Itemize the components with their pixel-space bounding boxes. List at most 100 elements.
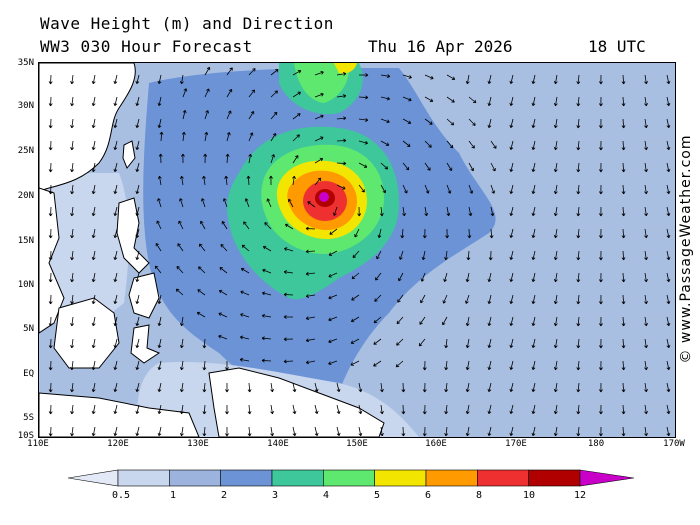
direction-arrow (424, 96, 434, 102)
direction-arrow (442, 316, 448, 326)
direction-arrow (91, 118, 96, 129)
calm-zone-west (39, 173, 129, 323)
direction-arrow (666, 360, 671, 371)
direction-arrow (553, 426, 558, 437)
colorbar-cell (374, 469, 427, 487)
direction-arrow (135, 426, 140, 437)
direction-arrow (358, 426, 363, 437)
direction-arrow (314, 157, 324, 164)
direction-arrow (357, 206, 362, 217)
direction-arrow (553, 74, 558, 85)
direction-arrow (91, 250, 96, 261)
direction-arrow (199, 243, 206, 252)
direction-arrow (487, 96, 492, 107)
direction-arrow (135, 228, 140, 239)
direction-arrow (621, 272, 626, 283)
direction-arrow (396, 316, 404, 325)
direction-arrow (445, 228, 450, 239)
direction-arrow (401, 426, 406, 437)
direction-arrow (490, 140, 497, 149)
direction-arrow (70, 272, 75, 283)
direction-arrow (336, 71, 347, 76)
direction-arrow (666, 294, 671, 305)
direction-arrow (424, 140, 432, 148)
direction-arrow (509, 316, 514, 327)
direction-arrow (292, 426, 297, 437)
direction-arrow (446, 184, 452, 194)
direction-arrow (576, 426, 581, 437)
direction-arrow (226, 110, 232, 120)
direction-arrow (91, 294, 96, 305)
direction-arrow (113, 316, 118, 327)
direction-arrow (292, 70, 302, 76)
direction-arrow (402, 96, 412, 102)
direction-arrow (225, 404, 229, 415)
direction-arrow (598, 382, 603, 393)
direction-arrow (350, 316, 360, 323)
direction-arrow (91, 140, 96, 151)
direction-arrow (284, 247, 294, 252)
land-borneo (53, 297, 120, 369)
direction-arrow (70, 74, 75, 85)
map-canvas (39, 63, 675, 437)
direction-arrow (70, 118, 75, 129)
direction-arrow (446, 162, 453, 172)
direction-arrow (377, 228, 382, 239)
direction-arrow (402, 140, 411, 147)
direction-arrow (218, 334, 228, 340)
direction-arrow (329, 228, 338, 235)
direction-arrow (420, 294, 426, 304)
direction-arrow (553, 338, 558, 349)
lat-label: EQ (23, 369, 34, 379)
direction-arrow (283, 292, 294, 297)
direction-arrow (380, 96, 391, 101)
direction-arrow (135, 118, 140, 129)
direction-arrow (113, 184, 118, 195)
colorbar-label: 12 (573, 490, 587, 501)
direction-arrow (157, 382, 162, 393)
direction-arrow (446, 206, 451, 217)
direction-arrow (379, 382, 384, 393)
direction-arrow (261, 358, 272, 363)
direction-arrow (220, 244, 228, 252)
direction-arrow (644, 74, 648, 85)
direction-arrow (314, 92, 324, 98)
direction-arrow (113, 74, 118, 85)
direction-arrow (509, 360, 514, 371)
direction-arrow (48, 316, 53, 327)
direction-arrow (380, 74, 391, 78)
colorbar-label: 4 (322, 490, 330, 501)
direction-arrow (422, 426, 427, 437)
direction-arrow (531, 228, 536, 239)
direction-arrow (178, 220, 184, 230)
direction-arrow (351, 294, 360, 301)
direction-arrow (531, 250, 536, 261)
direction-arrow (48, 228, 53, 239)
direction-arrow (248, 68, 256, 76)
direction-arrow (531, 162, 536, 173)
direction-arrow (487, 426, 492, 437)
colorbar-cell (323, 469, 375, 487)
direction-arrow (113, 382, 118, 393)
direction-arrow (135, 294, 140, 305)
direction-arrow (487, 294, 492, 305)
direction-arrow (424, 118, 433, 125)
direction-arrow (239, 335, 250, 340)
direction-arrow (283, 315, 294, 319)
direction-arrow (397, 294, 404, 303)
direction-arrow (644, 250, 648, 261)
direction-arrow (202, 404, 207, 415)
direction-arrow (509, 140, 514, 151)
direction-arrow (621, 140, 626, 151)
direction-arrow (666, 250, 671, 261)
direction-arrow (553, 360, 558, 371)
colorbar-cell (477, 469, 529, 487)
land-indonesia-south (39, 392, 200, 437)
direction-arrow (261, 313, 272, 318)
direction-arrow (48, 140, 53, 151)
direction-arrow (328, 272, 338, 278)
lon-label: 130E (187, 439, 209, 449)
direction-arrow (135, 250, 140, 261)
colorbar-cell (169, 469, 221, 487)
direction-arrow (179, 74, 184, 85)
